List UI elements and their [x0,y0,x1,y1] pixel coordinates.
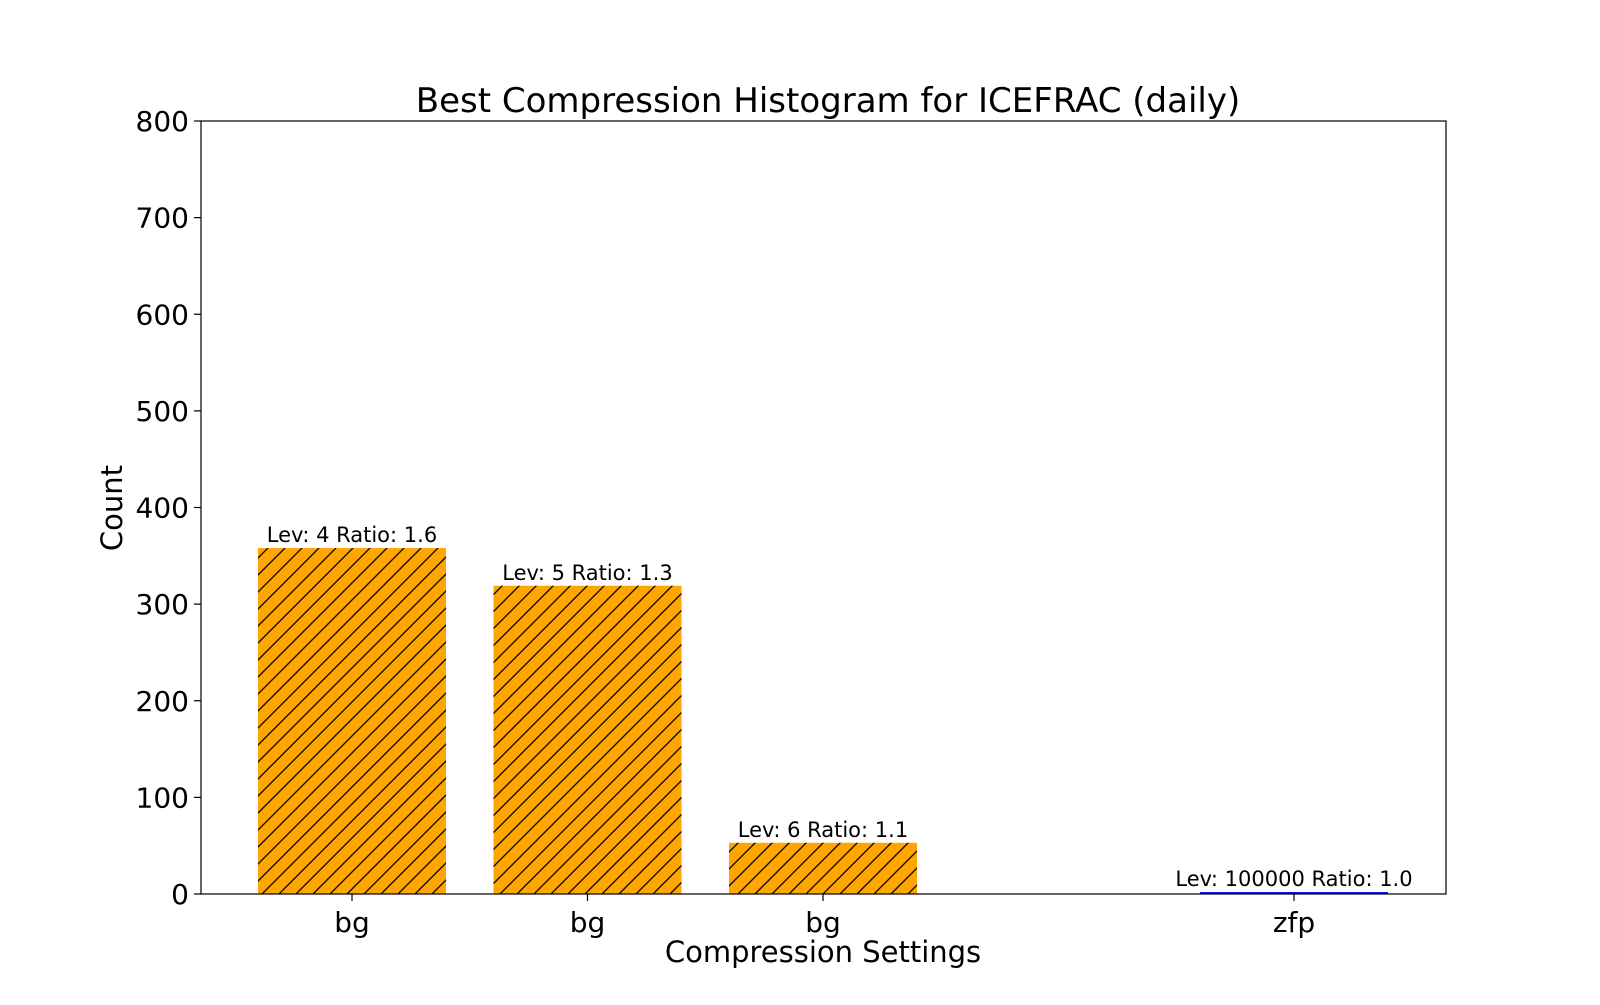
chart-title: Best Compression Histogram for ICEFRAC (… [416,81,1240,121]
y-tick-label-300: 300 [136,588,189,621]
y-tick-label-700: 700 [136,202,189,235]
y-axis-label: Count [95,465,129,551]
bars-layer [258,548,1388,894]
y-axis: 0 100 200 300 400 500 600 700 800 [136,105,201,911]
x-tick-label-3: bg [805,906,841,939]
y-tick-label-0: 0 [171,878,189,911]
bar-zfp-4 [1200,892,1388,894]
bar-value-label-4: Lev: 100000 Ratio: 1.0 [1175,867,1412,891]
bar-value-label-1: Lev: 4 Ratio: 1.6 [267,523,437,547]
bar-value-label-3: Lev: 6 Ratio: 1.1 [738,818,908,842]
x-axis-label: Compression Settings [665,935,981,969]
data-labels-layer: Lev: 4 Ratio: 1.6 Lev: 5 Ratio: 1.3 Lev: 6… [267,523,1413,891]
bar-hatch-1 [258,548,446,894]
y-tick-label-600: 600 [136,298,189,331]
bar-value-label-2: Lev: 5 Ratio: 1.3 [502,561,672,585]
y-tick-label-800: 800 [136,105,189,138]
x-tick-label-2: bg [570,906,606,939]
x-tick-label-1: bg [334,906,370,939]
x-tick-label-4: zfp [1273,906,1315,939]
x-axis: bg bg bg zfp [334,894,1315,939]
y-tick-label-200: 200 [136,685,189,718]
y-tick-label-100: 100 [136,781,189,814]
bar-hatch-2 [493,585,682,894]
y-tick-label-500: 500 [136,395,189,428]
bar-hatch-3 [729,842,917,894]
y-tick-label-400: 400 [136,492,189,525]
